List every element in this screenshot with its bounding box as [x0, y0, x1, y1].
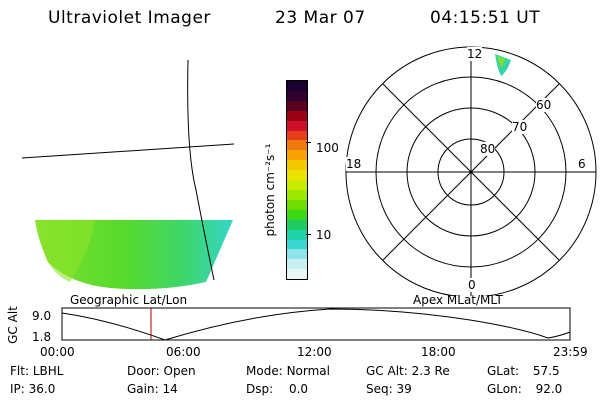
mlt-label-18: 18	[346, 157, 362, 171]
status-glon: GLon: 92.0	[487, 382, 563, 396]
colorbar-band	[287, 140, 307, 151]
longitude-line	[187, 59, 215, 281]
altitude-plot	[61, 307, 571, 341]
mlt-label-6: 6	[578, 157, 586, 171]
colorbar-band	[287, 199, 307, 210]
colorbar-band	[287, 229, 307, 240]
colorbar-band	[287, 120, 307, 131]
latitude-line	[21, 143, 235, 159]
right-panel-caption: Apex MLat/MLT	[413, 293, 503, 307]
colorbar-band	[287, 189, 307, 200]
time-tick-0600: 06:00	[166, 345, 201, 359]
status-ip: IP: 36.0	[10, 382, 56, 396]
instrument-title: Ultraviolet Imager	[48, 8, 211, 28]
colorbar	[286, 80, 308, 280]
observation-time: 04:15:51 UT	[430, 8, 541, 28]
colorbar-band	[287, 249, 307, 260]
colorbar-band	[287, 209, 307, 220]
colorbar-band	[287, 180, 307, 190]
aurora-image-highlight	[35, 220, 95, 282]
altitude-plot-frame	[61, 307, 571, 341]
polar-plot	[345, 46, 597, 296]
aurora-polar-patch-highlight	[497, 56, 505, 68]
colorbar-band	[287, 239, 307, 250]
status-door: Door: Open	[127, 364, 196, 378]
mlt-label-12: 12	[467, 47, 483, 61]
time-tick-0000: 00:00	[40, 345, 75, 359]
colorbar-band	[287, 110, 307, 121]
alt-tick-9: 9.0	[32, 309, 52, 323]
status-dsp: Dsp: 0.0	[246, 382, 309, 396]
colorbar-band	[287, 160, 307, 171]
status-gc-alt: GC Alt: 2.3 Re	[366, 364, 450, 378]
colorbar-tick-10: 10	[316, 228, 332, 242]
aurora-polar-patch	[495, 54, 511, 76]
observation-date: 23 Mar 07	[275, 8, 366, 28]
colorbar-band	[287, 90, 307, 101]
altitude-curve	[61, 308, 571, 341]
time-tick-1800: 18:00	[421, 345, 456, 359]
colorbar-unit-label: photon cm⁻²s⁻¹	[263, 143, 277, 237]
status-flt: Flt: LBHL	[10, 364, 64, 378]
colorbar-band	[287, 81, 307, 91]
colorbar-tick-100: 100	[316, 141, 339, 155]
colorbar-band	[287, 219, 307, 230]
mlt-label-0: 0	[468, 278, 476, 292]
alt-axis-label: GC Alt	[6, 306, 20, 344]
status-glat: GLat: 57.5	[487, 364, 560, 378]
left-panel-caption: Geographic Lat/Lon	[70, 293, 188, 307]
colorbar-tick-mark	[306, 234, 311, 235]
colorbar-tick-mark	[306, 142, 311, 143]
polar-diagonal	[382, 83, 560, 261]
colorbar-band	[287, 259, 307, 270]
time-tick-1200: 12:00	[297, 345, 332, 359]
colorbar-band	[287, 100, 307, 111]
colorbar-band	[287, 150, 307, 161]
status-mode: Mode: Normal	[246, 364, 330, 378]
colorbar-band	[287, 170, 307, 181]
status-seq: Seq: 39	[366, 382, 412, 396]
mlat-label-60: 60	[536, 98, 552, 112]
mlat-label-70: 70	[512, 120, 528, 134]
colorbar-band	[287, 130, 307, 141]
alt-tick-1.8: 1.8	[32, 330, 52, 344]
status-gain: Gain: 14	[127, 382, 178, 396]
mlat-label-80: 80	[480, 142, 496, 156]
colorbar-band	[287, 269, 307, 280]
time-tick-2359: 23:59	[553, 345, 588, 359]
